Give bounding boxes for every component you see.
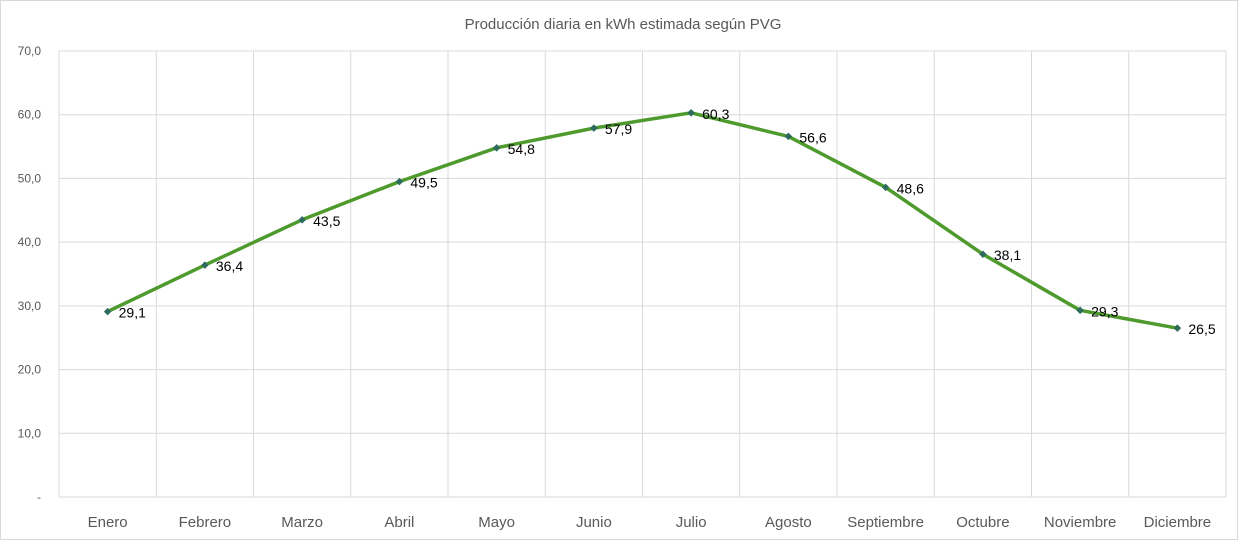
y-tick-label: 10,0 [18, 426, 42, 440]
x-tick-label: Diciembre [1144, 514, 1212, 531]
data-label: 29,1 [119, 305, 146, 321]
x-tick-label: Octubre [956, 514, 1009, 531]
x-tick-label: Julio [676, 514, 707, 531]
x-tick-label: Noviembre [1044, 514, 1117, 531]
data-point [201, 261, 209, 269]
data-label: 48,6 [897, 180, 924, 196]
data-point [1076, 306, 1084, 315]
y-tick-label: 30,0 [18, 299, 42, 313]
chart-title: Producción diaria en kWh estimada según … [465, 16, 782, 33]
data-point [881, 183, 890, 192]
data-label: 29,3 [1091, 303, 1118, 319]
data-point [298, 216, 306, 224]
data-label: 56,6 [799, 129, 826, 145]
x-tick-label: Agosto [765, 514, 812, 531]
data-point [103, 307, 112, 316]
data-point [979, 250, 987, 259]
data-point [687, 109, 695, 117]
x-tick-label: Enero [88, 514, 128, 531]
y-tick-label: 70,0 [18, 44, 42, 58]
data-point [784, 132, 793, 141]
y-tick-label: 40,0 [18, 235, 42, 249]
data-label: 36,4 [216, 258, 243, 274]
x-tick-label: Febrero [179, 514, 232, 531]
data-label: 49,5 [410, 175, 437, 191]
data-point [492, 144, 501, 152]
data-label: 26,5 [1188, 321, 1215, 337]
y-tick-label: 50,0 [18, 171, 42, 185]
x-tick-label: Septiembre [847, 514, 924, 531]
x-tick-label: Marzo [281, 514, 323, 531]
data-point [395, 177, 404, 186]
data-point [1173, 324, 1182, 332]
data-label: 60,3 [702, 106, 729, 122]
series-line [105, 111, 1180, 330]
x-tick-label: Mayo [478, 514, 515, 531]
y-tick-label: 60,0 [18, 108, 42, 122]
data-point [590, 124, 598, 132]
y-tick-label: 20,0 [18, 363, 42, 377]
x-tick-label: Abril [384, 514, 414, 531]
x-tick-label: Junio [576, 514, 612, 531]
data-label: 43,5 [313, 213, 340, 229]
data-label: 57,9 [605, 121, 632, 137]
y-tick-label: - [37, 490, 41, 504]
data-label: 54,8 [508, 141, 535, 157]
data-label: 38,1 [994, 247, 1021, 263]
